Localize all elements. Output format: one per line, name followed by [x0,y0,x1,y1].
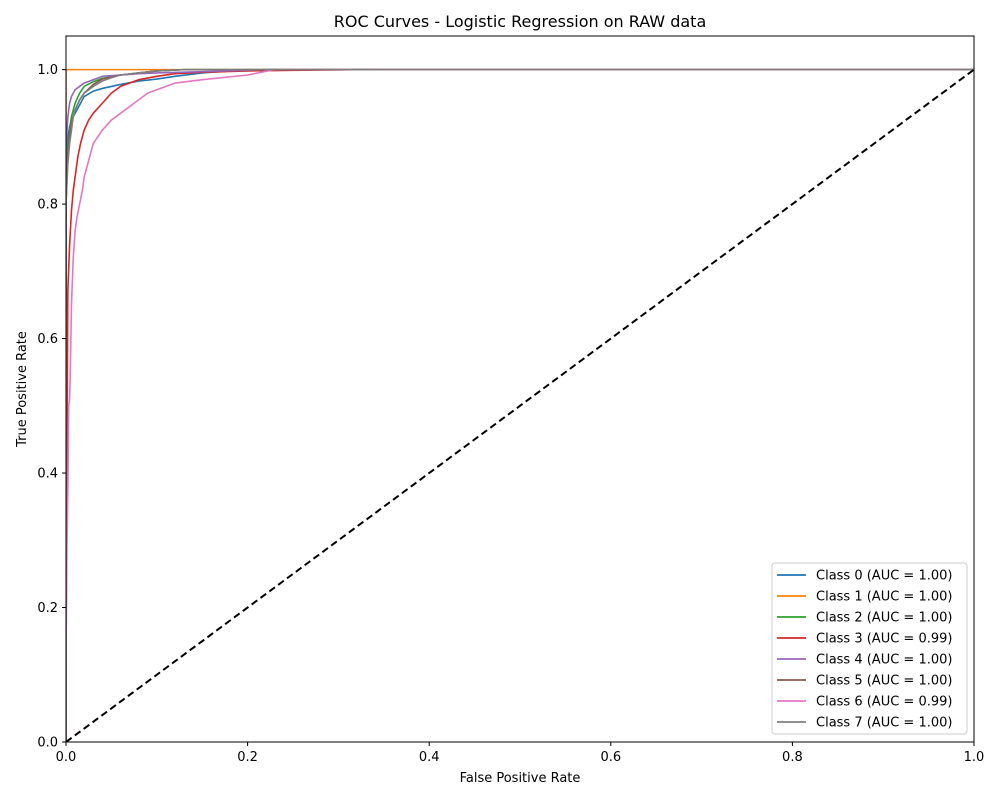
roc-line-class-6 [66,68,974,742]
y-tick-label: 0.6 [37,332,58,347]
x-tick-label: 0.8 [782,750,803,765]
y-tick-label: 1.0 [37,63,58,78]
legend-entry-class-5: Class 5 (AUC = 1.00) [816,674,952,689]
plot-area [65,35,975,743]
x-tick-label: 0.2 [237,750,258,765]
y-axis-ticks: 0.0 0.2 0.4 0.6 0.8 1.0 [37,63,66,751]
y-tick-label: 0.4 [37,467,58,482]
x-tick-label: 0.6 [600,750,621,765]
x-tick-label: 0.0 [56,750,77,765]
x-axis-label: False Positive Rate [460,771,581,786]
legend-box [771,562,968,735]
chance-diagonal-line [66,68,974,742]
legend-entry-class-1: Class 1 (AUC = 1.00) [816,590,952,605]
roc-line-class-7 [66,68,974,742]
y-tick-label: 0.2 [37,601,58,616]
legend-entry-class-3: Class 3 (AUC = 0.99) [816,632,952,647]
y-axis-label: True Positive Rate [15,331,30,448]
chart-title: ROC Curves - Logistic Regression on RAW … [334,12,707,31]
legend-entry-class-2: Class 2 (AUC = 1.00) [816,611,952,626]
y-tick-label: 0.8 [37,198,58,213]
y-tick-label: 0.0 [37,736,58,751]
x-tick-label: 1.0 [964,750,985,765]
x-axis-ticks: 0.0 0.2 0.4 0.6 0.8 1.0 [56,742,985,765]
legend-entry-class-0: Class 0 (AUC = 1.00) [816,569,952,584]
x-tick-label: 0.4 [419,750,440,765]
legend-entry-class-6: Class 6 (AUC = 0.99) [816,695,952,710]
roc-line-class-4 [66,68,974,742]
legend-entry-class-4: Class 4 (AUC = 1.00) [816,653,952,668]
legend-entry-class-7: Class 7 (AUC = 1.00) [816,716,952,731]
legend: Class 0 (AUC = 1.00) Class 1 (AUC = 1.00)… [771,562,968,735]
plot-frame [65,35,975,743]
